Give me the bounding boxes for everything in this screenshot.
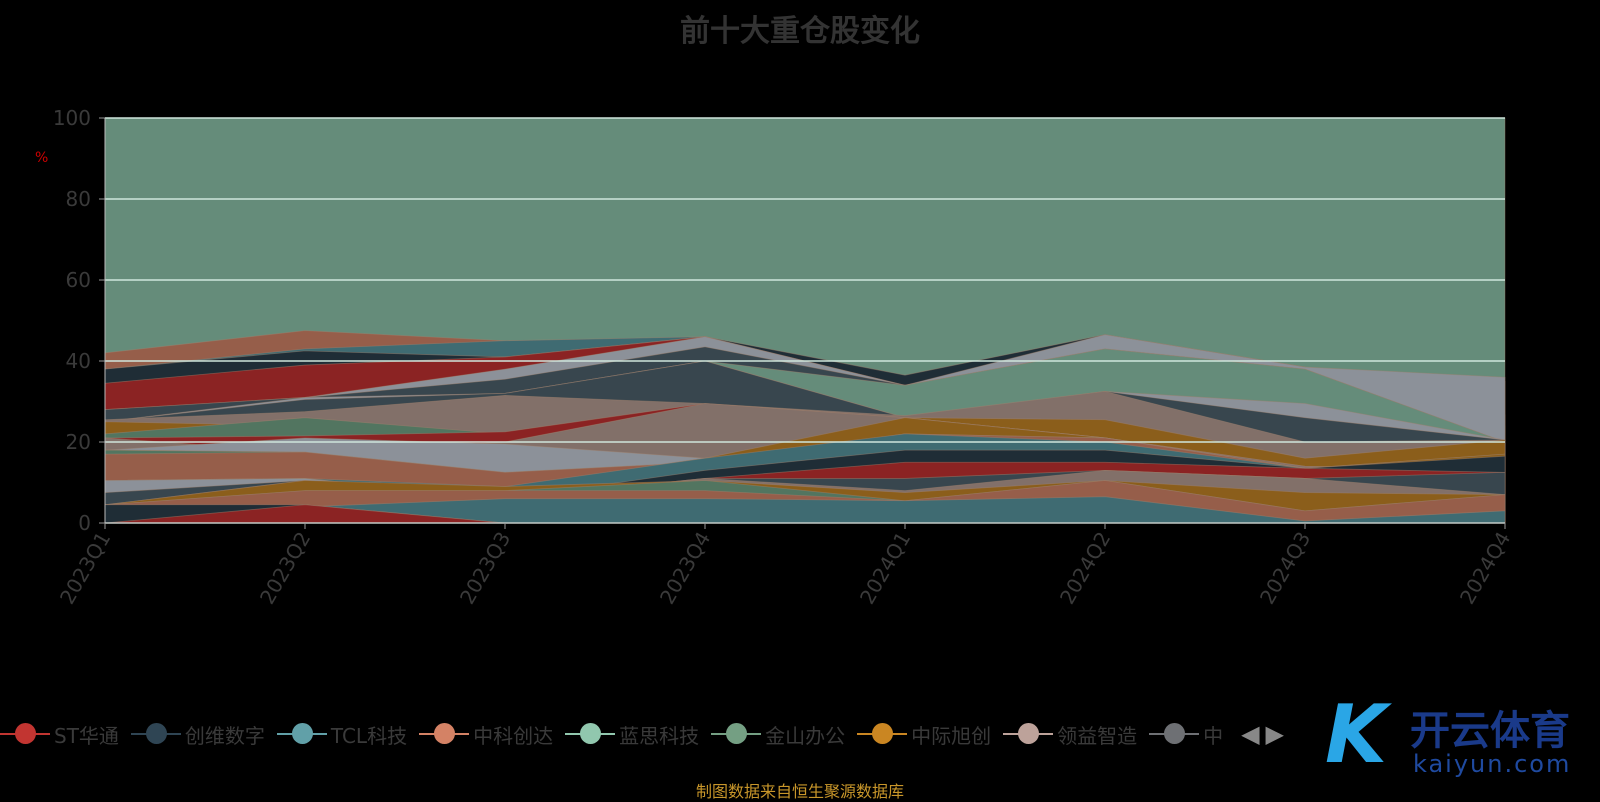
x-tick-label: 2023Q4 (655, 528, 715, 609)
y-tick-label: 60 (66, 268, 91, 292)
watermark-logo: K 开云体育 kaiyun.com (1325, 688, 1600, 793)
legend-item[interactable]: TCL科技 (276, 720, 408, 749)
legend-prev-icon[interactable]: ◀ (1241, 720, 1260, 748)
legend: ST华通 创维数字 TCL科技 中科创达 蓝思科技 金山办公 中际旭创 领益智造 中 ◀ ▶ (0, 720, 1284, 748)
legend-label: 中科创达 (473, 723, 554, 748)
legend-label: TCL科技 (330, 723, 408, 748)
legend-item[interactable]: 创维数字 (130, 720, 265, 749)
legend-label: 领益智造 (1057, 723, 1138, 748)
legend-next-icon[interactable]: ▶ (1265, 720, 1285, 748)
chart-title: 前十大重仓股变化 (680, 14, 920, 49)
y-tick-label: 0 (78, 511, 91, 535)
legend-marker-icon (565, 723, 616, 745)
x-tick-label: 2024Q4 (1455, 528, 1515, 609)
x-tick-label: 2023Q3 (455, 528, 515, 609)
legend-item[interactable]: 蓝思科技 (565, 720, 699, 749)
y-tick-label: 20 (66, 430, 91, 454)
y-tick-label: 40 (66, 349, 91, 373)
legend-label: ST华通 (54, 723, 119, 748)
watermark-cn: 开云体育 (1410, 708, 1570, 754)
watermark-logo: K (1325, 688, 1387, 781)
legend-item[interactable]: 金山办公 (711, 720, 845, 749)
legend-label: 金山办公 (765, 723, 846, 748)
legend-label: 创维数字 (184, 723, 265, 748)
legend-item[interactable]: 中际旭创 (857, 720, 991, 749)
x-tick-label: 2024Q1 (855, 528, 915, 609)
x-tick-label: 2023Q2 (255, 528, 315, 609)
area-chart: 0 20 40 60 80 100 2023Q1 2023Q2 2023Q3 2023Q4 2024… (53, 106, 1516, 609)
x-tick-label: 2024Q3 (1255, 528, 1315, 609)
legend-marker-icon (1003, 723, 1054, 745)
y-tick-label: 100 (53, 106, 91, 130)
data-source-note: 制图数据来自恒生聚源数据库 (695, 782, 904, 801)
legend-label: 蓝思科技 (619, 723, 700, 748)
watermark-en: kaiyun.com (1413, 750, 1572, 778)
y-tick-label: 80 (66, 187, 91, 211)
legend-label: 中 (1203, 723, 1224, 748)
legend-label: 中际旭创 (911, 723, 992, 748)
legend-marker-icon (711, 723, 762, 745)
legend-marker-icon (0, 723, 50, 745)
x-tick-label: 2023Q1 (55, 528, 115, 609)
legend-marker-icon (276, 723, 327, 745)
x-tick-label: 2024Q2 (1055, 528, 1115, 609)
legend-marker-icon (1149, 723, 1200, 745)
legend-marker-icon (419, 723, 470, 745)
legend-marker-icon (857, 723, 908, 745)
legend-item[interactable]: 中科创达 (419, 720, 553, 749)
legend-marker-icon (130, 723, 181, 745)
legend-item[interactable]: ST华通 (0, 720, 119, 749)
legend-item[interactable]: 领益智造 (1003, 720, 1137, 749)
legend-item[interactable]: 中 (1149, 720, 1223, 749)
y-axis-unit: % (35, 150, 49, 166)
